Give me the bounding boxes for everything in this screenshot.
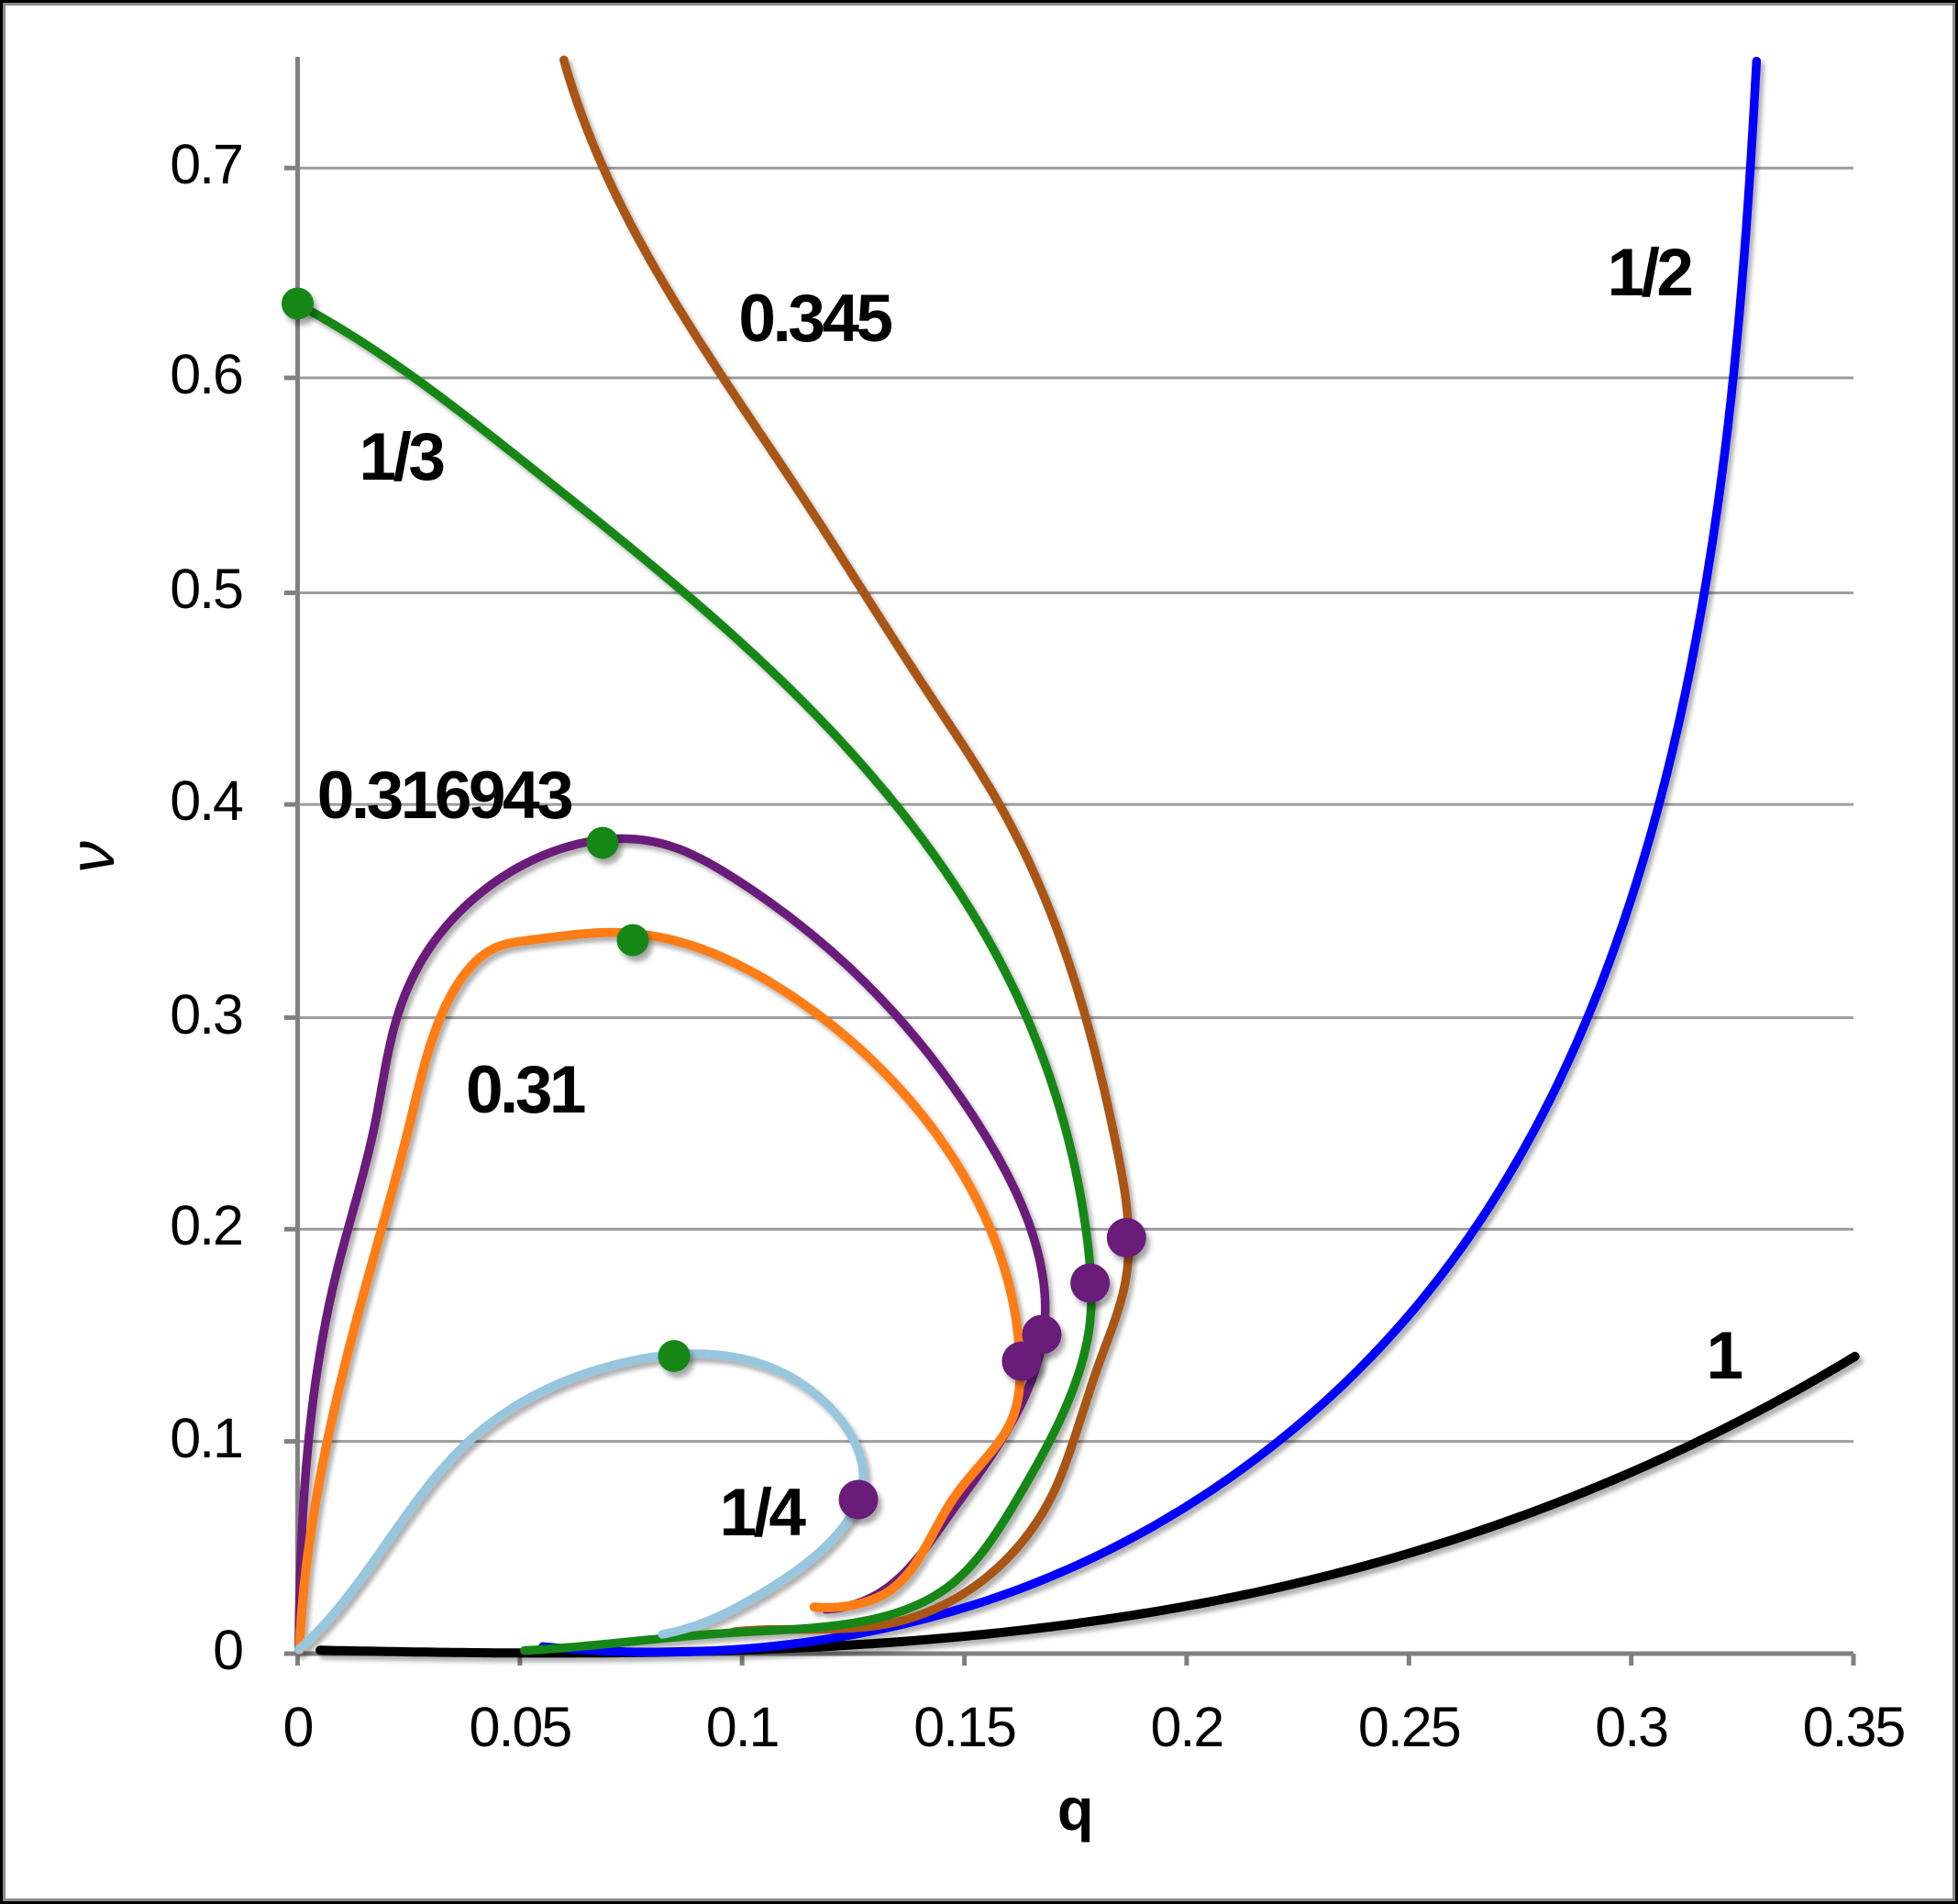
svg-text:0.316943: 0.316943 (317, 758, 571, 833)
svg-text:0.05: 0.05 (470, 1696, 571, 1758)
svg-text:0.6: 0.6 (170, 343, 242, 405)
svg-text:0.2: 0.2 (1150, 1696, 1222, 1758)
svg-text:0.3: 0.3 (170, 983, 242, 1046)
svg-text:ν: ν (56, 841, 127, 873)
svg-text:0.4: 0.4 (170, 769, 243, 832)
svg-text:0: 0 (213, 1619, 242, 1681)
svg-text:1/3: 1/3 (360, 420, 444, 494)
svg-text:0.1: 0.1 (170, 1407, 242, 1469)
svg-text:0.5: 0.5 (170, 558, 242, 620)
svg-text:0.345: 0.345 (738, 282, 891, 356)
svg-text:0.15: 0.15 (913, 1696, 1015, 1758)
svg-text:0.3: 0.3 (1595, 1696, 1667, 1758)
svg-text:1: 1 (1706, 1319, 1742, 1393)
svg-text:0.35: 0.35 (1803, 1696, 1905, 1758)
svg-text:0.2: 0.2 (170, 1194, 242, 1256)
svg-text:0.25: 0.25 (1358, 1696, 1460, 1758)
svg-text:q: q (1057, 1776, 1094, 1843)
svg-text:0: 0 (283, 1696, 313, 1758)
svg-text:1/2: 1/2 (1608, 236, 1692, 310)
svg-text:0.31: 0.31 (466, 1053, 585, 1127)
svg-text:0.1: 0.1 (706, 1696, 779, 1758)
svg-text:1/4: 1/4 (720, 1476, 807, 1550)
svg-text:0.7: 0.7 (170, 133, 242, 195)
